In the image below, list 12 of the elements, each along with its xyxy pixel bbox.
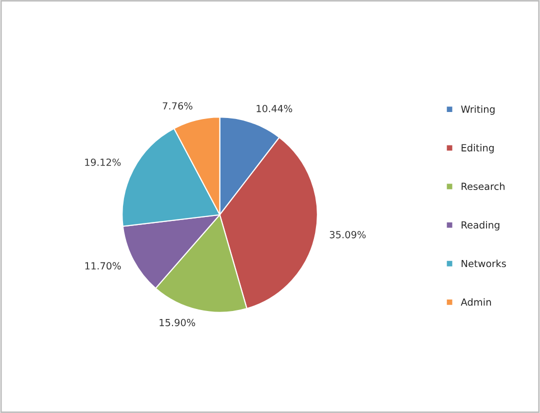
legend-label: Admin [460, 298, 491, 306]
legend-label: Reading [462, 221, 500, 230]
legend-label: Editing [462, 144, 494, 154]
data-label: 35.09% [330, 230, 366, 238]
data-label: 19.12% [85, 158, 121, 166]
legend-label: Writing [461, 105, 495, 115]
data-label: 15.90% [160, 318, 196, 326]
data-label: 10.44% [256, 104, 292, 112]
legend-label: Networks [462, 260, 506, 268]
data-label: 7.76% [162, 102, 192, 110]
data-label: 11.70% [85, 262, 121, 270]
legend-label: Research [462, 182, 504, 190]
